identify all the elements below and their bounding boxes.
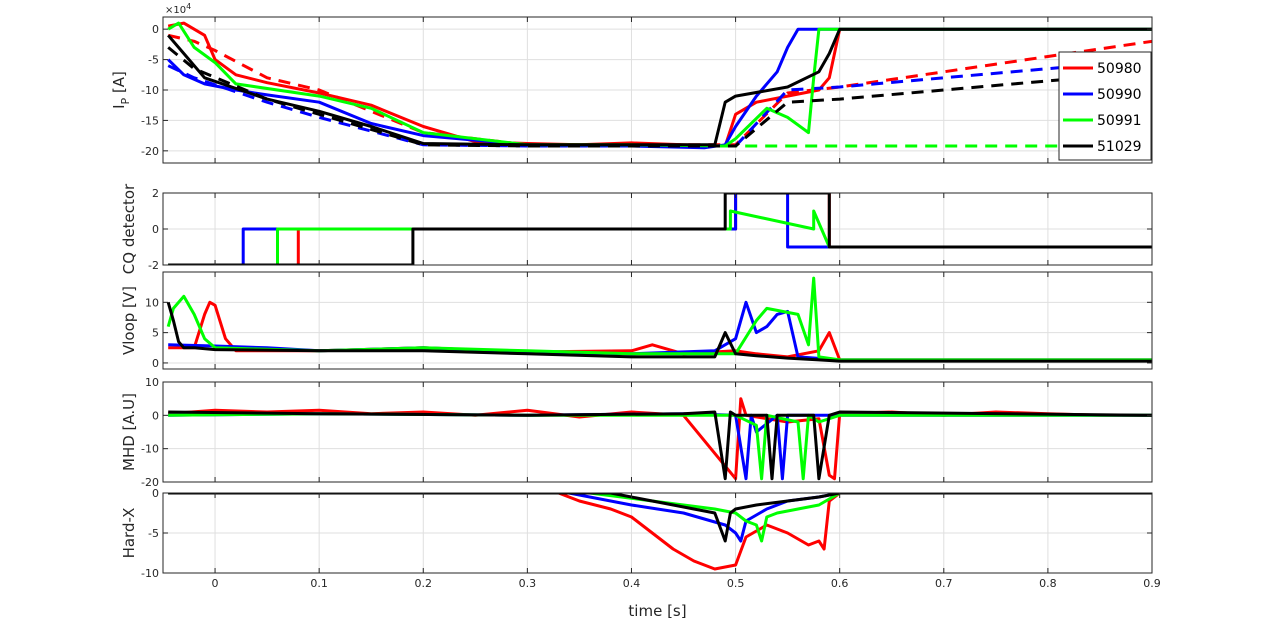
x-tick-label: 0.8 — [1039, 577, 1057, 590]
y-tick-label: 0 — [152, 23, 159, 36]
legend-label-50980: 50980 — [1097, 61, 1142, 77]
x-tick-label: 0.4 — [623, 577, 641, 590]
y-axis-label-unit: [A] — [110, 71, 128, 98]
x-tick-label: 0.6 — [831, 577, 849, 590]
y-tick-label: 0 — [152, 409, 159, 422]
series-group — [168, 493, 1152, 571]
series-group — [168, 193, 1152, 265]
y-tick-label: 2 — [152, 187, 159, 200]
y-axis-label: IP [A] — [110, 71, 132, 109]
subplot-2: 2 0 -2 CQ detector — [120, 183, 1153, 274]
y-tick-label: -2 — [148, 259, 159, 272]
y-axis-label-sub: P — [119, 97, 132, 104]
x-tick-label: 0.5 — [727, 577, 745, 590]
y-axis-label: Vloop [V] — [120, 286, 138, 355]
y-tick-label: -5 — [148, 54, 159, 67]
series-line-51029 — [166, 301, 1152, 363]
series-line-50991 — [168, 209, 1152, 265]
axes-box — [162, 381, 1153, 483]
series-group — [168, 397, 1152, 481]
x-tick-label: 0.9 — [1143, 577, 1161, 590]
series-line-51029 — [168, 410, 1152, 481]
legend-box — [1058, 51, 1152, 161]
y-exponent-label: ×104 — [165, 2, 191, 16]
y-tick-label: -20 — [141, 476, 159, 489]
y-tick-label: -5 — [148, 527, 159, 540]
series-line-50991 — [166, 276, 1152, 362]
y-axis-label: MHD [A.U] — [120, 393, 138, 471]
y-tick-label: -20 — [141, 145, 159, 158]
y-tick-label: 10 — [145, 296, 159, 309]
series-line-51029 — [168, 493, 1152, 543]
series-group — [166, 276, 1152, 363]
series-line-50980 — [168, 493, 1152, 571]
x-tick-label: 0.3 — [519, 577, 537, 590]
x-tick-label: 0.7 — [935, 577, 953, 590]
y-tick-label: 0 — [152, 487, 159, 500]
y-tick-label: -10 — [141, 84, 159, 97]
y-tick-label: 0 — [152, 357, 159, 370]
legend-label-51029: 51029 — [1097, 139, 1142, 155]
x-axis-label: time [s] — [628, 602, 686, 620]
x-tick-label: 0.2 — [415, 577, 433, 590]
legend: 50980 50990 50991 51029 — [1058, 51, 1152, 161]
y-tick-label: 5 — [152, 327, 159, 340]
series-group — [167, 21, 1152, 150]
legend-label-50990: 50990 — [1097, 87, 1142, 103]
y-axis-label: CQ detector — [120, 183, 138, 274]
y-axis-label: Hard-X — [120, 508, 138, 559]
series-line-51029 — [168, 193, 1152, 265]
legend-label-50991: 50991 — [1097, 113, 1142, 129]
y-tick-label: -10 — [141, 567, 159, 580]
axes-box — [162, 271, 1153, 370]
subplot-3: 10 5 0 Vloop [V] — [120, 271, 1153, 370]
y-tick-label: -15 — [141, 114, 159, 127]
x-tick-label: 0 — [212, 577, 219, 590]
y-tick-label: 10 — [145, 376, 159, 389]
series-line-50980-dashed- — [167, 33, 1152, 147]
y-tick-label: 0 — [152, 223, 159, 236]
y-axis-label-main: I — [110, 104, 128, 108]
subplot-1: 0 -5 -10 -15 -20 IP [A] ×104 50980 50990 50991 510… — [110, 2, 1153, 164]
series-line-50990 — [168, 193, 1152, 265]
x-tick-label: 0.1 — [310, 577, 328, 590]
y-tick-label: -10 — [141, 443, 159, 456]
